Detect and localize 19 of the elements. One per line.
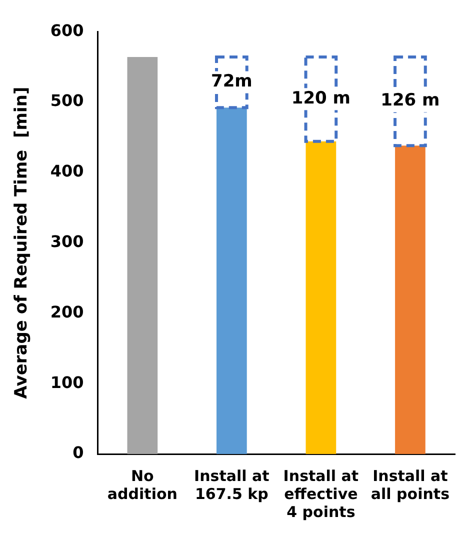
bar: [127, 56, 158, 454]
data-label: 126 m: [380, 90, 440, 111]
y-tick-label: 400: [50, 162, 84, 181]
x-tick-label: Install at effective 4 points: [283, 466, 359, 521]
bar: [216, 108, 247, 454]
x-tick-label: No addition: [107, 466, 178, 503]
y-tick-label: 500: [50, 91, 84, 110]
data-label: 72m: [211, 72, 252, 92]
y-tick-label: 200: [50, 302, 84, 322]
bar: [395, 146, 426, 454]
x-tick-label: Install at all points: [370, 466, 450, 503]
bar: [306, 141, 336, 454]
data-label: 120 m: [291, 88, 351, 109]
y-tick-label: 0: [72, 443, 84, 462]
y-tick-label: 100: [50, 372, 84, 392]
y-tick-label: 600: [50, 20, 84, 40]
x-tick-label: Install at 167.5 kp: [194, 466, 270, 503]
y-tick-label: 300: [50, 232, 84, 251]
y-axis-title: Average of Required Time [min]: [12, 86, 32, 399]
